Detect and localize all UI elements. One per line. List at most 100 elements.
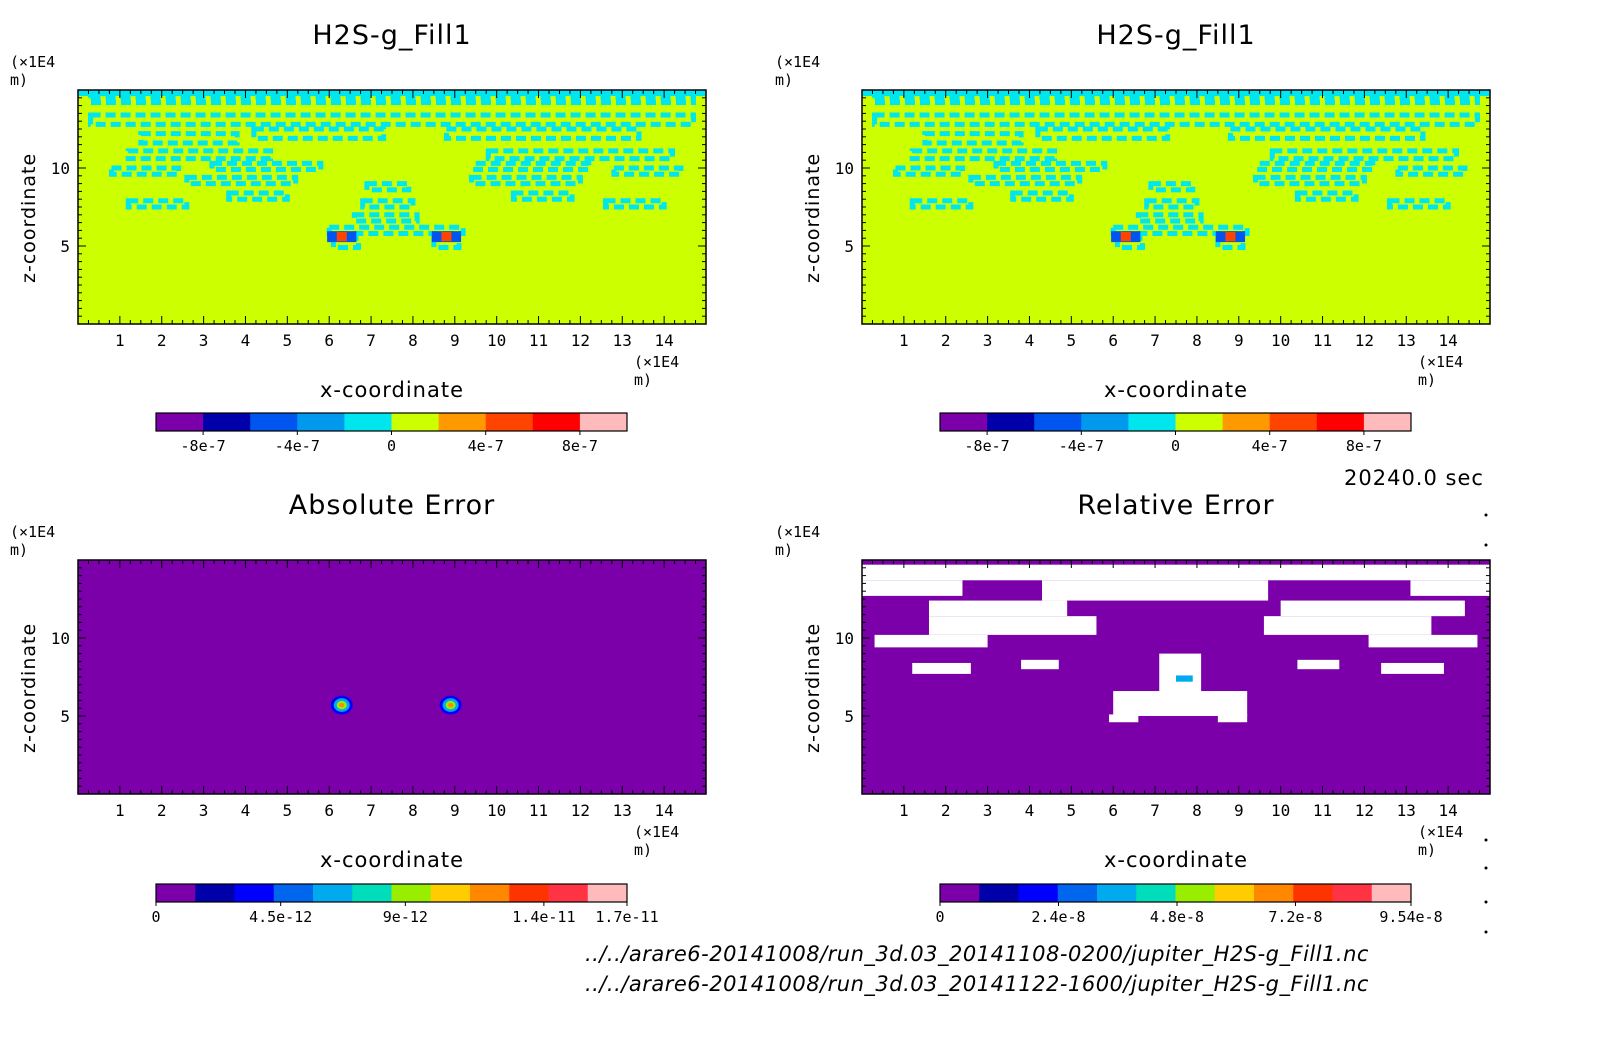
- colorbar-segment: [987, 413, 1035, 431]
- heatmap-cell-band: [1269, 148, 1460, 162]
- x-tick-label: 7: [1150, 331, 1160, 350]
- x-tick-label: 6: [324, 801, 334, 820]
- heatmap-cell-band: [108, 165, 181, 177]
- x-tick-label: 14: [655, 801, 674, 820]
- x-tick-label: 4: [241, 801, 251, 820]
- heatmap-cell-band: [469, 174, 583, 187]
- heatmap-cell-band: [443, 126, 642, 141]
- colorbar-tick-label: -8e-7: [965, 437, 1010, 455]
- chart-title: H2S-g_Fill1: [1096, 20, 1256, 51]
- colorbar-segment: [1332, 884, 1373, 902]
- x-tick-label: 10: [487, 801, 506, 820]
- colorbar-segment: [391, 884, 432, 902]
- heatmap-blank-region: [1159, 653, 1202, 695]
- x-tick-label: 11: [529, 801, 548, 820]
- heatmap-cell-band: [1110, 224, 1250, 237]
- x-tick-label: 4: [1025, 801, 1035, 820]
- x-tick-label: 10: [1271, 801, 1290, 820]
- colorbar-tick-label: 4e-7: [468, 437, 504, 455]
- x-tick-label: 8: [408, 331, 418, 350]
- colorbar-segment: [1128, 413, 1176, 431]
- colorbar-segment: [273, 884, 314, 902]
- chart-title: Absolute Error: [288, 490, 496, 521]
- colorbar-segment: [234, 884, 275, 902]
- colorbar-segment: [1136, 884, 1176, 902]
- heatmap-cell-band: [1395, 165, 1468, 177]
- heatmap-blank-region: [912, 662, 971, 674]
- colorbar-segment: [1269, 413, 1318, 431]
- colorbar-segment: [1222, 413, 1271, 431]
- x-tick-label: 2: [157, 801, 167, 820]
- heatmap-cell-band: [351, 212, 420, 224]
- colorbar-segment: [156, 884, 196, 902]
- colorbar-segment: [979, 884, 1019, 902]
- margin-dot: [1484, 513, 1488, 517]
- x-tick-label: 5: [283, 331, 293, 350]
- colorbar-segment: [485, 413, 534, 431]
- x-tick-label: 3: [983, 331, 993, 350]
- heatmap-blank-region: [1297, 659, 1340, 670]
- heatmap-blank-region: [1368, 634, 1478, 648]
- heatmap-cell-band: [251, 126, 387, 141]
- heatmap-blank-region: [1280, 600, 1465, 617]
- heatmap-blank-region: [862, 580, 963, 596]
- colorbar-tick-label: 8e-7: [562, 437, 598, 455]
- colorbar-segment: [250, 413, 298, 431]
- y-tick-label: 5: [60, 707, 70, 726]
- colorbar-tick-label: 4e-7: [1252, 437, 1288, 455]
- x-axis-unit: (×1E4 m): [1418, 353, 1464, 389]
- colorbar-tick-label: 0: [387, 437, 396, 455]
- x-tick-label: 11: [1313, 801, 1332, 820]
- colorbar-segment: [1034, 413, 1082, 431]
- x-axis-unit: (×1E4 m): [634, 823, 680, 859]
- x-tick-label: 11: [529, 331, 548, 350]
- x-tick-label: 7: [366, 801, 376, 820]
- colorbar-segment: [1175, 884, 1216, 902]
- x-tick-label: 6: [324, 331, 334, 350]
- x-tick-label: 14: [1439, 801, 1458, 820]
- y-axis-unit: (×1E4 m): [10, 523, 56, 559]
- heatmap-blank-region: [862, 564, 1490, 581]
- colorbar-segment: [470, 884, 510, 902]
- heatmap-cell-band: [922, 131, 1024, 146]
- colorbar-segment: [297, 413, 345, 431]
- heatmap-cell-band: [1148, 181, 1196, 193]
- x-tick-label: 12: [1355, 801, 1374, 820]
- colorbar-segment: [1057, 884, 1098, 902]
- x-axis-label: x-coordinate: [319, 378, 464, 402]
- x-tick-label: 1: [115, 331, 125, 350]
- x-tick-label: 9: [450, 801, 460, 820]
- x-tick-label: 9: [450, 331, 460, 350]
- x-tick-label: 12: [571, 331, 590, 350]
- heatmap-cell-band: [603, 198, 667, 210]
- colorbar-segment: [344, 413, 392, 431]
- colorbar-segment: [1254, 884, 1294, 902]
- x-tick-label: 13: [1397, 801, 1416, 820]
- heatmap-cell-band: [326, 224, 466, 237]
- heatmap-cell-band: [1035, 126, 1171, 141]
- x-tick-label: 5: [283, 801, 293, 820]
- colorbar-segment: [1097, 884, 1137, 902]
- y-tick-label: 5: [60, 237, 70, 256]
- heatmap-small-patch: [1176, 675, 1193, 682]
- colorbar-tick-label: -8e-7: [181, 437, 226, 455]
- colorbar-tick-label: -4e-7: [275, 437, 320, 455]
- colorbar-segment: [548, 884, 589, 902]
- y-axis-unit: (×1E4 m): [775, 523, 821, 559]
- x-tick-label: 7: [366, 331, 376, 350]
- colorbar-segment: [579, 413, 628, 431]
- error-blob: [339, 702, 345, 708]
- x-tick-label: 2: [941, 801, 951, 820]
- colorbar-segment: [195, 884, 235, 902]
- x-tick-label: 2: [941, 331, 951, 350]
- file-path-2: ../../arare6-20141008/run_3d.03_20141122…: [585, 972, 1369, 996]
- x-tick-label: 4: [241, 331, 251, 350]
- colorbar-tick-label: 9.54e-8: [1379, 908, 1442, 926]
- heatmap-blank-region: [1410, 580, 1490, 596]
- colorbar-segment: [313, 884, 353, 902]
- colorbar-tick-label: 1.4e-11: [512, 908, 575, 926]
- x-tick-label: 3: [199, 801, 209, 820]
- heatmap-cell-band: [226, 190, 290, 202]
